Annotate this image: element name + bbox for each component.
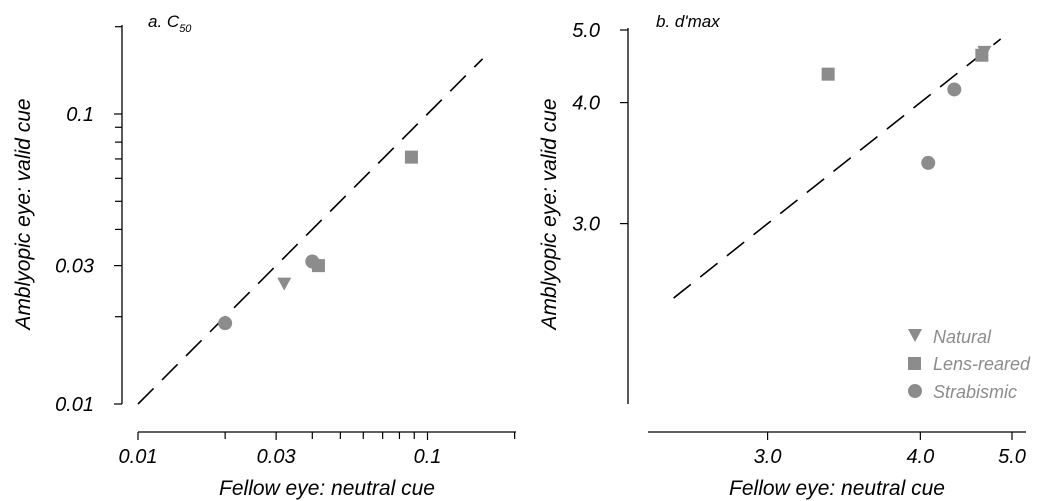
legend-item-natural: Natural	[908, 327, 992, 347]
y-tick-label: 0.01	[55, 394, 94, 416]
data-point-strabismic	[218, 316, 233, 331]
y-tick-label: 0.1	[66, 104, 94, 126]
panel-dmax: 3.0 4.0 5.0 3.0 4.0 5.0 b. d'max Fellow eye:…	[538, 12, 1031, 500]
y-tick-label: 3.0	[572, 214, 600, 236]
data-point-strabismic	[921, 155, 936, 170]
y-axis-title: Amblyopic eye: valid cue	[12, 98, 35, 331]
x-tick-label: 3.0	[754, 446, 782, 468]
data-point-strabismic	[947, 82, 962, 97]
x-axis-title: Fellow eye: neutral cue	[729, 477, 945, 500]
x-tick-label: 4.0	[906, 446, 934, 468]
y-tick-label: 5.0	[572, 20, 600, 42]
tick-marks	[114, 113, 429, 440]
y-tick-label: 0.03	[55, 256, 94, 278]
y-tick-labels: 3.0 4.0 5.0	[572, 20, 600, 236]
panel-title: a. C50	[148, 12, 192, 35]
data-points	[821, 45, 992, 170]
data-point-lens-reared	[404, 150, 418, 164]
x-tick-labels: 3.0 4.0 5.0	[754, 446, 1026, 468]
x-tick-label: 0.1	[414, 446, 442, 468]
data-point-lens-reared	[975, 48, 989, 62]
data-point-strabismic	[305, 254, 320, 269]
panel-title-main: a. C	[148, 12, 180, 31]
tick-marks	[620, 29, 1013, 440]
circle-icon	[908, 384, 922, 398]
y-tick-labels: 0.01 0.03 0.1	[55, 104, 94, 416]
data-point-natural	[277, 277, 292, 291]
x-tick-label: 5.0	[998, 446, 1026, 468]
x-tick-label: 0.03	[257, 446, 296, 468]
data-points	[218, 150, 418, 331]
legend: Natural Lens-reared Strabismic	[908, 327, 1031, 402]
data-point-lens-reared	[821, 67, 835, 81]
legend-label: Strabismic	[933, 382, 1017, 402]
panel-title: b. d'max	[656, 12, 720, 31]
legend-label: Natural	[933, 327, 992, 347]
x-tick-labels: 0.01 0.03 0.1	[119, 446, 442, 468]
panel-title-subscript: 50	[179, 23, 192, 35]
triangle-down-icon	[908, 329, 922, 342]
minor-tick-marks	[115, 26, 516, 439]
legend-item-lens-reared: Lens-reared	[908, 354, 1031, 374]
identity-line	[673, 38, 1002, 299]
panel-c50: 0.01 0.03 0.1 0.01 0.03 0.1 a. C50 Fellow ey…	[12, 12, 516, 500]
legend-label: Lens-reared	[933, 354, 1031, 374]
square-icon	[908, 357, 921, 370]
y-axis-title: Amblyopic eye: valid cue	[538, 98, 561, 331]
y-tick-label: 4.0	[572, 93, 600, 115]
identity-line	[137, 58, 484, 405]
x-axis-title: Fellow eye: neutral cue	[219, 477, 435, 500]
x-tick-label: 0.01	[119, 446, 158, 468]
legend-item-strabismic: Strabismic	[908, 382, 1017, 402]
